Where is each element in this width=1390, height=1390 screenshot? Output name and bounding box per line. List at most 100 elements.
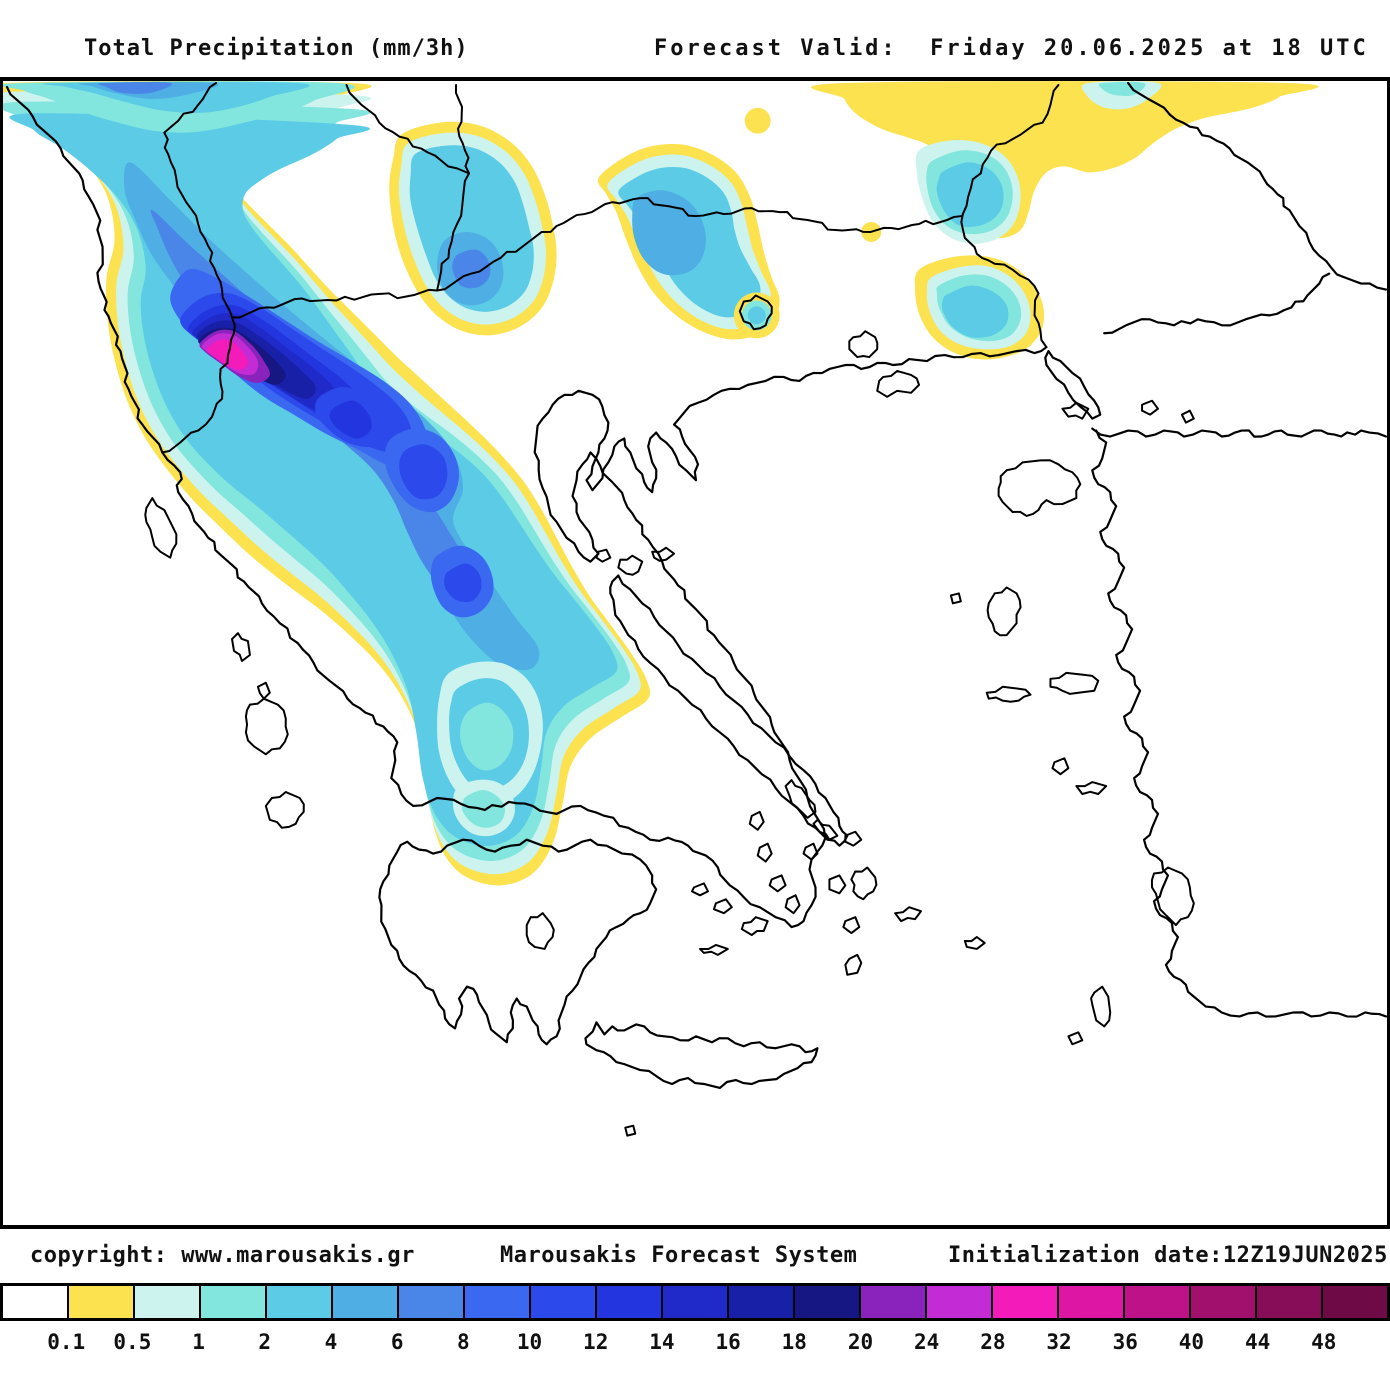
colorbar-tick-label: 1 <box>192 1330 205 1354</box>
island-andros <box>784 779 817 819</box>
colorbar-cell <box>267 1286 333 1318</box>
island-lesbos <box>997 459 1082 517</box>
island-aegina <box>712 898 733 915</box>
colorbar-cell <box>3 1286 69 1318</box>
colorbar-cell <box>135 1286 201 1318</box>
island-lefkada <box>231 632 251 662</box>
precip-10mm <box>444 563 482 603</box>
island-kythnos <box>756 842 773 863</box>
island-milos <box>740 916 769 937</box>
colorbar-tick-label: 20 <box>847 1330 874 1354</box>
colorbar-cell <box>1323 1286 1387 1318</box>
precip-1mm <box>460 702 514 771</box>
precipitation-shading <box>3 81 1319 886</box>
island-alonnisos <box>651 546 676 562</box>
colorbar-cell <box>1125 1286 1191 1318</box>
colorbar-tick-label: 12 <box>583 1330 609 1354</box>
island-corfu <box>144 497 178 559</box>
island-limnos <box>876 369 921 398</box>
precip-2mm <box>941 285 1009 338</box>
coast-corinth-attica <box>412 796 827 929</box>
island-salamina <box>691 882 709 897</box>
island-marmara-island-2 <box>1180 409 1195 424</box>
coast-marmara-north <box>1103 272 1331 335</box>
colorbar-tick-label: 6 <box>390 1330 404 1354</box>
colorbar-tick-label: 2 <box>258 1330 272 1354</box>
colorbar-cell <box>1059 1286 1125 1318</box>
coast-aegean-north <box>533 346 1048 839</box>
coast-black-sea <box>1127 81 1387 291</box>
colorbar-tick-label: 0.5 <box>113 1330 152 1354</box>
border-turkey <box>960 83 1060 349</box>
island-astypalea <box>963 936 986 950</box>
colorbar-cell <box>861 1286 927 1318</box>
colorbar-cell <box>69 1286 135 1318</box>
island-ikaria <box>985 685 1032 703</box>
island-serifos <box>768 874 787 893</box>
island-skiathos <box>595 548 612 563</box>
island-kythira <box>525 912 555 950</box>
precip-spot <box>1099 149 1118 168</box>
island-kos <box>1075 781 1108 796</box>
colorbar-cell <box>993 1286 1059 1318</box>
colorbar-tick-label: 8 <box>457 1330 470 1354</box>
colorbar-cell <box>201 1286 267 1318</box>
colorbar-labels: 0.1 0.5 1 2 4 6 8 10 12 14 16 18 20 24 28 32 36 40 44 48 <box>0 1330 1390 1360</box>
colorbar-cell <box>531 1286 597 1318</box>
colorbar-tick-label: 36 <box>1112 1330 1138 1354</box>
colorbar-cell <box>795 1286 861 1318</box>
precip-12mm <box>329 400 372 439</box>
island-ithaca <box>256 681 271 700</box>
coast-anatolia-west <box>1091 429 1387 1018</box>
colorbar-cell <box>399 1286 465 1318</box>
colorbar-tick-label: 10 <box>516 1330 543 1354</box>
precip-spot <box>744 107 771 134</box>
gallipoli-peninsula <box>1044 350 1102 420</box>
colorbar-tick-label: 16 <box>715 1330 741 1354</box>
island-karpathos <box>1090 985 1112 1028</box>
euboea <box>609 574 849 847</box>
colorbar-tick-label: 28 <box>980 1330 1006 1354</box>
precip-1mm <box>1098 81 1146 97</box>
forecast-valid-text: Forecast Valid: Friday 20.06.2025 at 18 … <box>654 36 1369 61</box>
precip-4mm <box>632 190 706 276</box>
weather-map <box>3 81 1387 1137</box>
island-thasos <box>738 294 773 331</box>
precipitation-colorbar <box>0 1283 1390 1321</box>
island-imbros <box>1061 401 1090 420</box>
border-serbia <box>345 83 470 175</box>
island-kea <box>748 810 765 831</box>
island-amorgos <box>894 906 923 923</box>
colorbar-cell <box>597 1286 663 1318</box>
coastlines-and-borders <box>5 81 1387 1137</box>
island-psara <box>949 592 962 605</box>
border-albania <box>161 81 236 454</box>
colorbar-tick-label: 24 <box>914 1330 940 1354</box>
copyright-text: copyright: www.marousakis.gr <box>30 1243 415 1268</box>
map-frame <box>0 77 1390 1229</box>
island-gavdos <box>624 1124 637 1137</box>
precip-2mm <box>9 113 618 847</box>
island-syros <box>802 842 819 861</box>
coast-ionian <box>5 85 415 808</box>
colorbar-cell <box>1257 1286 1323 1318</box>
border-bulgaria-serbia <box>454 83 470 175</box>
precip-10mm <box>399 444 448 500</box>
colorbar-cell <box>465 1286 531 1318</box>
island-ios <box>842 916 861 935</box>
precip-2mm <box>936 162 1004 227</box>
border-north-macedonia <box>231 288 439 319</box>
border-greece-bulgaria <box>436 197 963 292</box>
precip-spot <box>747 306 766 325</box>
island-naxos <box>850 866 878 901</box>
colorbar-tick-label: 48 <box>1311 1330 1337 1354</box>
colorbar-tick-label: 18 <box>781 1330 807 1354</box>
colorbar-cell <box>1191 1286 1257 1318</box>
island-chios <box>986 586 1022 637</box>
island-paros <box>828 874 847 895</box>
colorbar-tick-label: 14 <box>649 1330 675 1354</box>
island-hydra <box>698 943 729 956</box>
precip-spot <box>1057 123 1080 146</box>
colorbar-tick-label: 44 <box>1244 1330 1271 1354</box>
border-nmk-bulgaria <box>436 172 470 292</box>
